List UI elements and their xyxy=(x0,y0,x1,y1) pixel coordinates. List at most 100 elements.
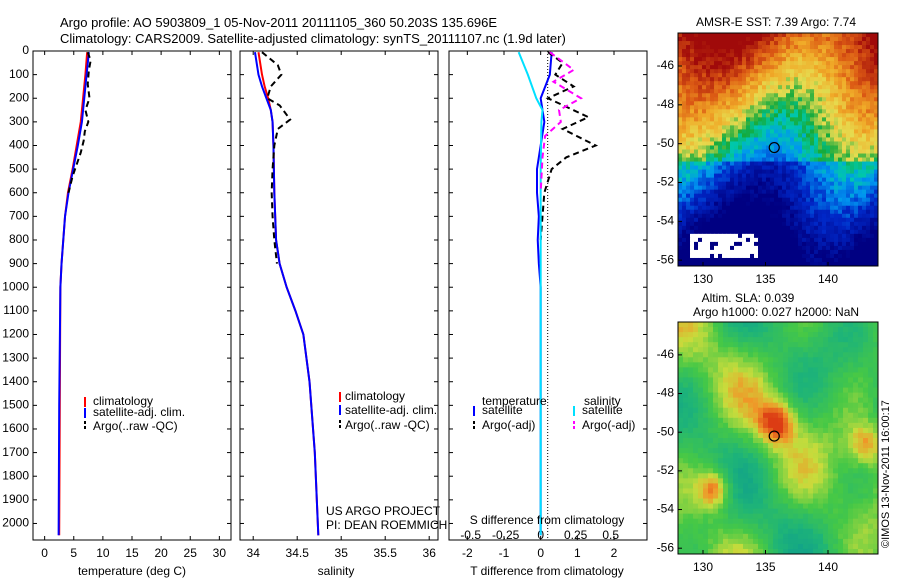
heatmap-cell xyxy=(733,493,739,500)
heatmap-cell xyxy=(778,169,783,175)
heatmap-cell xyxy=(774,205,779,211)
heatmap-cell xyxy=(810,189,815,195)
heatmap-cell xyxy=(786,225,791,231)
heatmap-cell xyxy=(803,488,809,494)
heatmap-cell xyxy=(743,458,749,464)
heatmap-cell xyxy=(770,145,775,150)
heatmap-cell xyxy=(858,387,864,394)
heatmap-cell xyxy=(778,145,783,150)
heatmap-cell xyxy=(763,483,769,489)
heatmap-cell xyxy=(830,241,835,247)
heatmap-cell xyxy=(678,49,683,54)
heatmap-cell xyxy=(838,85,843,90)
heatmap-cell xyxy=(713,468,719,474)
heatmap-cell xyxy=(754,221,759,227)
heatmap-cell xyxy=(723,463,729,469)
heatmap-cell xyxy=(873,427,878,434)
heatmap-cell xyxy=(853,427,859,434)
heatmap-cell xyxy=(838,53,843,58)
heatmap-cell xyxy=(678,523,684,530)
heatmap-cell xyxy=(868,432,874,439)
heatmap-cell xyxy=(798,498,804,505)
heatmap-cell xyxy=(826,257,831,263)
heatmap-cell xyxy=(783,397,789,404)
heatmap-cell xyxy=(826,157,831,163)
heatmap-cell xyxy=(873,397,878,404)
heatmap-cell xyxy=(853,468,859,474)
heatmap-cell xyxy=(758,125,763,130)
heatmap-cell xyxy=(862,85,867,90)
heatmap-cell xyxy=(743,387,749,394)
heatmap-cell xyxy=(823,473,829,479)
heatmap-cell xyxy=(808,387,814,394)
heatmap-cell xyxy=(718,377,724,384)
heatmap-cell xyxy=(790,185,795,191)
heatmap-cell xyxy=(874,173,878,179)
heatmap-cell xyxy=(842,193,847,199)
heatmap-cell xyxy=(682,185,687,191)
heatmap-cell xyxy=(770,121,775,126)
heatmap-cell xyxy=(733,417,739,424)
heatmap-cell xyxy=(723,327,729,333)
heatmap-cell xyxy=(793,443,799,449)
heatmap-cell xyxy=(738,217,743,223)
heatmap-cell xyxy=(718,49,723,54)
temperature-lines xyxy=(57,51,92,536)
heatmap-cell xyxy=(790,245,795,251)
heatmap-cell xyxy=(686,217,691,223)
heatmap-cell xyxy=(706,241,711,247)
heatmap-cell xyxy=(874,37,878,42)
heatmap-cell xyxy=(826,65,831,70)
heatmap-cell xyxy=(710,213,715,219)
heatmap-cell xyxy=(718,402,724,409)
heatmap-cell xyxy=(870,185,875,191)
heatmap-cell xyxy=(688,493,694,500)
heatmap-cell xyxy=(848,438,854,444)
heatmap-cell xyxy=(758,253,763,259)
heatmap-cell xyxy=(762,61,767,66)
heatmap-cell xyxy=(850,153,855,159)
heatmap-cell xyxy=(808,523,814,530)
heatmap-cell xyxy=(806,77,811,82)
heatmap-cell xyxy=(714,173,719,179)
heatmap-cell xyxy=(718,153,723,159)
heatmap-cell xyxy=(762,253,767,259)
heatmap-cell xyxy=(766,241,771,247)
heatmap-cell xyxy=(706,77,711,82)
heatmap-cell xyxy=(838,538,844,545)
heatmap-cell xyxy=(698,327,704,333)
heatmap-cell xyxy=(768,443,774,449)
heatmap-cell xyxy=(834,117,839,122)
heatmap-cell xyxy=(708,362,714,368)
heatmap-cell xyxy=(683,322,689,328)
heatmap-cell xyxy=(868,538,874,545)
heatmap-cell xyxy=(678,233,683,239)
heatmap-cell xyxy=(766,181,771,187)
heatmap-cell xyxy=(826,41,831,46)
x-tick-label: 2 xyxy=(611,546,618,560)
heatmap-cell xyxy=(838,73,843,78)
heatmap-cell xyxy=(854,189,859,195)
heatmap-cell xyxy=(734,249,739,255)
heatmap-cell xyxy=(734,57,739,62)
heatmap-cell xyxy=(858,372,864,378)
heatmap-cell xyxy=(806,97,811,102)
heatmap-cell xyxy=(728,518,734,525)
heatmap-cell xyxy=(773,533,779,540)
heatmap-cell xyxy=(723,453,729,459)
heatmap-cell xyxy=(694,77,699,82)
heatmap-cell xyxy=(786,61,791,66)
heatmap-cell xyxy=(788,543,794,550)
heatmap-cell xyxy=(758,41,763,46)
heatmap-cell xyxy=(710,217,715,223)
heatmap-cell xyxy=(848,422,854,429)
heatmap-cell xyxy=(783,392,789,399)
heatmap-cell xyxy=(810,41,815,46)
heatmap-cell xyxy=(814,233,819,239)
heatmap-cell xyxy=(778,468,784,474)
heatmap-cell xyxy=(734,73,739,78)
heatmap-cell xyxy=(678,253,683,259)
heatmap-cell xyxy=(706,101,711,106)
heatmap-cell xyxy=(678,157,683,163)
heatmap-cell xyxy=(858,443,864,449)
